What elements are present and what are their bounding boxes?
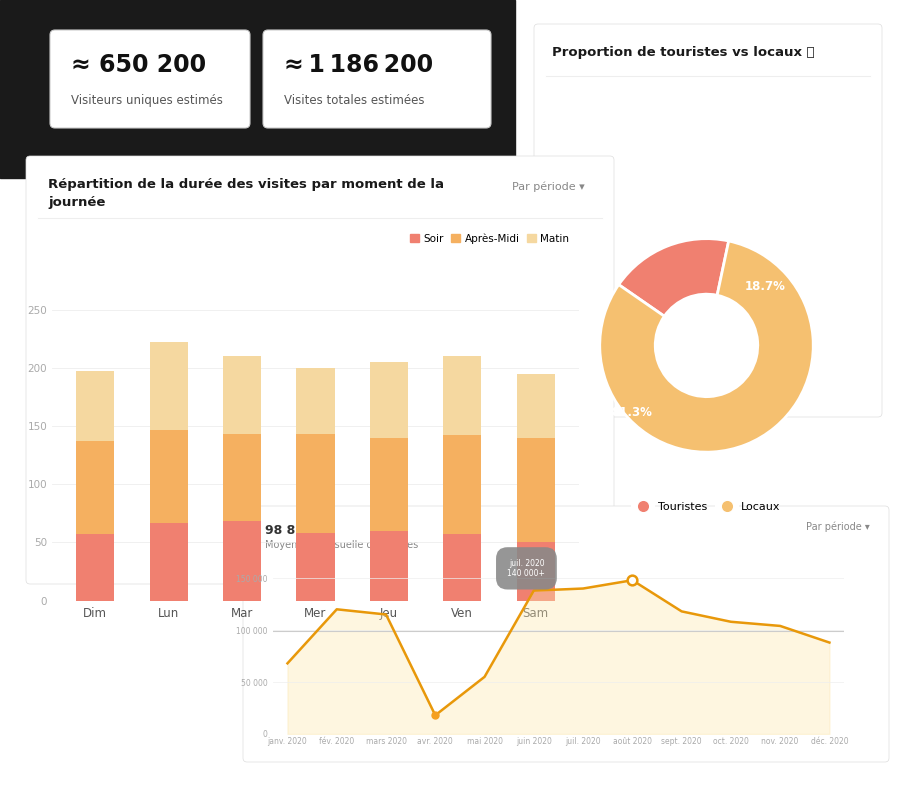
Bar	[223, 521, 261, 601]
Text: Visiteurs uniques estimés: Visiteurs uniques estimés	[71, 94, 223, 107]
Text: Par période ▾: Par période ▾	[512, 182, 585, 192]
Legend: Soir, Après-Midi, Matin: Soir, Après-Midi, Matin	[406, 229, 573, 248]
Bar	[76, 535, 114, 601]
Bar	[76, 371, 114, 441]
Bar	[443, 436, 482, 535]
Bar	[296, 533, 335, 601]
Text: journée: journée	[48, 196, 105, 209]
Text: Répartition de la durée des visites par moment de la: Répartition de la durée des visites par …	[48, 178, 444, 191]
Bar	[296, 434, 335, 533]
FancyBboxPatch shape	[50, 30, 250, 128]
Bar	[223, 356, 261, 434]
Bar	[370, 362, 408, 438]
Bar	[149, 523, 188, 601]
Text: Par période ▾: Par période ▾	[806, 522, 870, 532]
Text: 81.3%: 81.3%	[611, 406, 652, 418]
Wedge shape	[618, 239, 729, 316]
FancyBboxPatch shape	[243, 506, 889, 762]
Bar	[0, 0, 515, 178]
Bar	[149, 429, 188, 523]
Text: ≈ 1 186 200: ≈ 1 186 200	[284, 53, 433, 77]
Bar	[370, 438, 408, 531]
FancyBboxPatch shape	[26, 156, 614, 584]
Legend: Touristes, Locaux: Touristes, Locaux	[627, 497, 786, 516]
Bar	[296, 368, 335, 434]
Bar	[517, 542, 554, 601]
Text: Proportion de touristes vs locaux ❓: Proportion de touristes vs locaux ❓	[552, 46, 814, 59]
Bar	[517, 374, 554, 438]
FancyBboxPatch shape	[263, 30, 491, 128]
FancyBboxPatch shape	[534, 24, 882, 417]
Bar	[370, 531, 408, 601]
Wedge shape	[599, 241, 814, 452]
Text: 18.7%: 18.7%	[745, 280, 786, 293]
Text: Moyenne mensuelle des visites: Moyenne mensuelle des visites	[265, 540, 418, 550]
Bar	[76, 441, 114, 535]
Text: 98 853: 98 853	[265, 524, 312, 537]
Text: Visites totales estimées: Visites totales estimées	[284, 94, 425, 107]
Bar	[443, 535, 482, 601]
Text: juil. 2020
140 000+: juil. 2020 140 000+	[508, 559, 545, 578]
Bar	[149, 342, 188, 429]
Text: ≈ 650 200: ≈ 650 200	[71, 53, 206, 77]
Bar	[517, 438, 554, 542]
Bar	[223, 434, 261, 521]
Bar	[443, 356, 482, 436]
